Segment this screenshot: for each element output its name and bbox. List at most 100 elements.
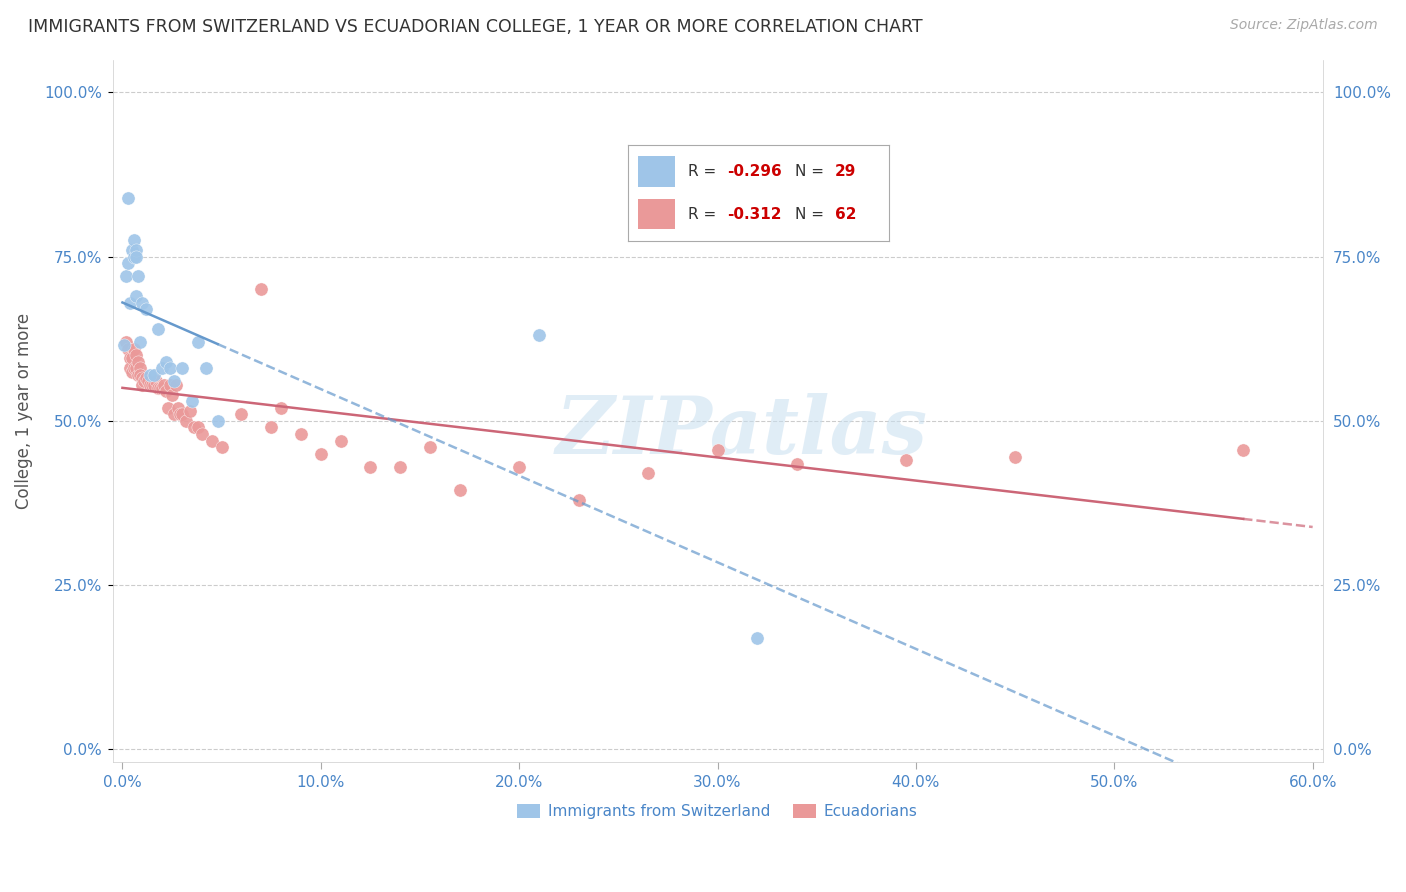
Point (389, 459, 412, 474)
Point (786, 457, 808, 471)
Point (115, 334, 138, 349)
Point (329, 434, 352, 448)
Point (250, 283, 273, 297)
Point (131, 295, 153, 310)
Point (150, 361, 173, 376)
Point (127, 269, 149, 284)
Point (260, 420, 283, 434)
Point (125, 348, 148, 362)
Point (191, 427, 214, 442)
Point (139, 377, 162, 392)
Point (134, 375, 156, 389)
Point (1232, 443, 1254, 458)
Point (139, 368, 162, 382)
Text: IMMIGRANTS FROM SWITZERLAND VS ECUADORIAN COLLEGE, 1 YEAR OR MORE CORRELATION CH: IMMIGRANTS FROM SWITZERLAND VS ECUADORIA… (28, 18, 922, 36)
Point (121, 351, 143, 366)
Point (309, 447, 332, 461)
Point (127, 368, 149, 382)
Text: N =: N = (796, 207, 824, 221)
Point (143, 377, 166, 392)
Point (207, 414, 229, 428)
Point (157, 401, 180, 415)
Point (180, 394, 202, 409)
Point (187, 420, 209, 434)
Point (129, 361, 152, 376)
Point (112, 338, 135, 352)
Point (568, 492, 591, 507)
Point (170, 361, 193, 376)
Point (146, 322, 169, 336)
Point (155, 355, 177, 369)
Point (125, 361, 148, 376)
Point (163, 375, 186, 389)
Text: R =: R = (688, 164, 716, 179)
Point (163, 407, 186, 421)
Point (131, 377, 153, 392)
Point (149, 381, 172, 395)
Point (290, 427, 312, 442)
Point (124, 342, 146, 356)
Point (160, 387, 183, 401)
Point (174, 414, 197, 428)
Point (170, 407, 193, 421)
Point (124, 361, 146, 376)
Point (155, 384, 177, 399)
Point (117, 342, 139, 356)
Point (527, 328, 550, 343)
Point (136, 375, 159, 389)
Bar (638, 156, 675, 187)
Point (129, 334, 152, 349)
Point (135, 302, 157, 317)
Point (120, 361, 142, 376)
Point (121, 243, 143, 257)
Legend: Immigrants from Switzerland, Ecuadorians: Immigrants from Switzerland, Ecuadorians (512, 797, 924, 825)
Point (167, 401, 190, 415)
Text: Source: ZipAtlas.com: Source: ZipAtlas.com (1230, 18, 1378, 32)
Point (124, 250, 146, 264)
Point (270, 401, 292, 415)
Point (211, 440, 233, 454)
Point (183, 420, 205, 434)
Point (129, 368, 152, 382)
Point (637, 467, 659, 481)
Point (153, 377, 176, 392)
Text: R =: R = (688, 207, 716, 221)
Point (120, 351, 142, 366)
Point (117, 190, 139, 204)
Point (508, 459, 530, 474)
Point (115, 269, 138, 284)
Text: 62: 62 (835, 207, 856, 221)
Point (165, 377, 187, 392)
Point (179, 404, 201, 418)
Point (231, 407, 253, 421)
Point (201, 434, 224, 448)
Point (117, 256, 139, 270)
Point (894, 453, 917, 467)
Point (169, 407, 191, 421)
Point (124, 233, 146, 247)
Y-axis label: College, 1 year or more: College, 1 year or more (15, 313, 32, 509)
Text: -0.312: -0.312 (727, 207, 782, 221)
Point (159, 377, 181, 392)
Point (145, 375, 167, 389)
Point (159, 361, 181, 376)
Text: 29: 29 (835, 164, 856, 179)
Point (150, 381, 173, 395)
Point (141, 377, 163, 392)
Point (146, 381, 169, 395)
Point (1004, 450, 1026, 464)
Point (125, 243, 148, 257)
Point (125, 250, 148, 264)
Bar (638, 199, 675, 229)
Point (127, 355, 149, 369)
Point (449, 483, 471, 497)
Point (120, 295, 142, 310)
Point (143, 368, 166, 382)
Point (419, 440, 441, 454)
Point (194, 361, 217, 376)
Text: N =: N = (796, 164, 824, 179)
Point (125, 289, 148, 303)
Point (747, 631, 769, 645)
Text: ZIPatlas: ZIPatlas (555, 393, 928, 471)
Point (131, 371, 153, 385)
